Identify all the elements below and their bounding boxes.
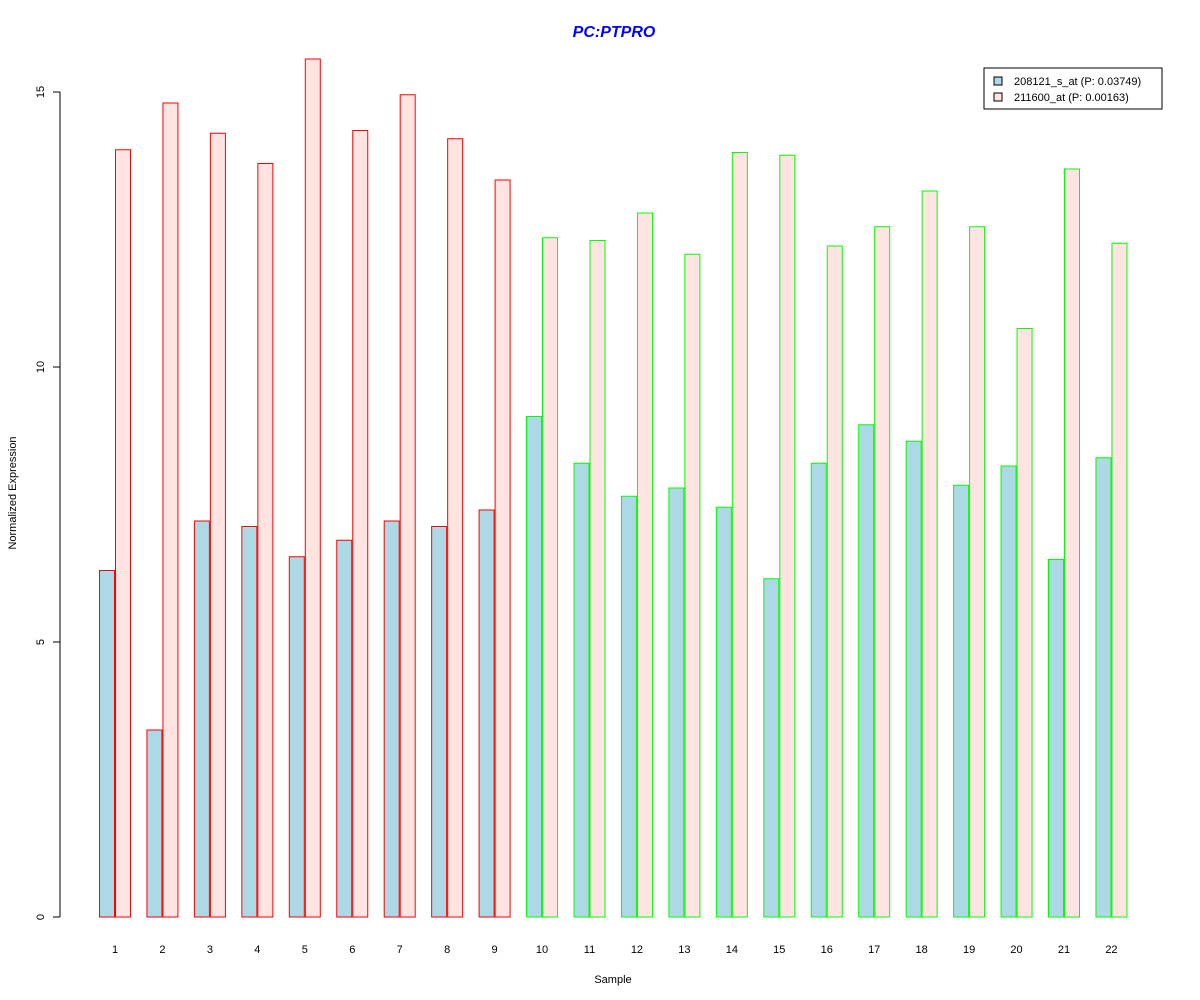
bar-series2-sample-19 — [969, 226, 986, 918]
x-tick-label: 18 — [916, 944, 928, 956]
bars-group — [99, 58, 1128, 918]
x-tick-label: 21 — [1058, 944, 1070, 956]
bar-series1-sample-14 — [715, 506, 732, 918]
bar-series2-sample-10 — [542, 237, 559, 918]
x-tick-label: 8 — [444, 944, 450, 956]
y-tick-label: 5 — [35, 639, 47, 645]
legend-swatch — [993, 76, 1003, 86]
bar-series1-sample-18 — [905, 440, 922, 918]
bar-series1-sample-9 — [478, 509, 495, 918]
bar-series1-sample-12 — [620, 495, 637, 918]
bar-series1-sample-3 — [193, 520, 210, 918]
x-tick-label: 3 — [207, 944, 213, 956]
x-tick-label: 16 — [821, 944, 833, 956]
x-tick-label: 14 — [726, 944, 738, 956]
legend: 208121_s_at (P: 0.03749) 211600_at (P: 0.… — [983, 67, 1163, 110]
bar-series1-sample-10 — [526, 416, 543, 918]
x-tick-label: 2 — [159, 944, 165, 956]
bar-series2-sample-4 — [257, 163, 274, 918]
bar-series2-sample-14 — [731, 152, 748, 918]
x-tick-label: 4 — [254, 944, 260, 956]
x-tick-label: 19 — [963, 944, 975, 956]
bar-series1-sample-1 — [99, 570, 115, 918]
bar-series1-sample-4 — [241, 526, 258, 918]
x-tick-label: 11 — [584, 944, 595, 956]
y-tick-label: 0 — [35, 914, 47, 920]
x-tick-label: 10 — [536, 944, 548, 956]
x-tick-label: 20 — [1010, 944, 1022, 956]
bar-series2-sample-12 — [636, 212, 653, 918]
x-tick-label: 22 — [1105, 944, 1117, 956]
bar-series1-sample-13 — [668, 487, 685, 918]
bar-series1-sample-7 — [383, 520, 400, 918]
legend-swatch — [993, 92, 1003, 102]
bar-series1-sample-2 — [146, 729, 163, 918]
bar-series2-sample-18 — [921, 190, 938, 918]
bar-series2-sample-5 — [304, 58, 321, 918]
x-tick-label: 1 — [112, 944, 118, 956]
chart-title: PC:PTPRO — [573, 24, 656, 41]
bar-series1-sample-11 — [573, 462, 590, 918]
y-axis: 0 5 10 15 — [35, 86, 61, 920]
x-tick-label: 5 — [302, 944, 308, 956]
bar-series1-sample-20 — [1000, 465, 1017, 918]
x-tick-label: 6 — [349, 944, 355, 956]
bar-series2-sample-20 — [1016, 328, 1033, 918]
bar-series2-sample-17 — [874, 226, 891, 918]
bar-series2-sample-7 — [399, 94, 416, 918]
x-tick-label: 7 — [397, 944, 403, 956]
bar-series1-sample-16 — [810, 462, 827, 918]
y-tick-label: 10 — [35, 361, 47, 373]
legend-label: 211600_at (P: 0.00163) — [1014, 92, 1129, 104]
bar-series2-sample-3 — [209, 132, 226, 918]
bar-series2-sample-22 — [1111, 242, 1128, 918]
x-tick-labels: 1 2 3 4 5 6 7 8 9 10 11 12 13 14 15 16 17 18 19 20 21 22 — [112, 944, 1118, 956]
x-tick-label: 12 — [631, 944, 643, 956]
bar-series2-sample-1 — [115, 149, 131, 918]
bar-series2-sample-16 — [826, 245, 843, 918]
x-tick-label: 9 — [492, 944, 498, 956]
bar-series2-sample-6 — [352, 130, 369, 918]
x-tick-label: 17 — [868, 944, 880, 956]
y-tick-label: 15 — [35, 86, 47, 98]
bar-series2-sample-2 — [162, 102, 179, 918]
bar-series2-sample-15 — [779, 154, 796, 918]
legend-label: 208121_s_at (P: 0.03749) — [1014, 76, 1141, 88]
bar-series1-sample-17 — [858, 424, 875, 918]
bar-series2-sample-8 — [447, 138, 464, 918]
y-axis-label: Normalized Expression — [7, 436, 19, 549]
bar-series1-sample-5 — [288, 556, 305, 918]
x-tick-label: 15 — [773, 944, 785, 956]
x-tick-label: 13 — [678, 944, 690, 956]
bar-series1-sample-8 — [431, 526, 448, 918]
bar-series1-sample-19 — [953, 484, 970, 918]
bar-series1-sample-22 — [1095, 457, 1112, 918]
legend-box — [983, 67, 1163, 110]
x-axis-label: Sample — [594, 974, 631, 986]
bar-series2-sample-13 — [684, 253, 701, 918]
bar-series2-sample-9 — [494, 179, 511, 918]
bar-series1-sample-6 — [336, 539, 353, 918]
bar-series2-sample-21 — [1064, 168, 1080, 918]
bar-series2-sample-11 — [589, 240, 606, 918]
bar-series1-sample-15 — [763, 578, 780, 918]
bar-series1-sample-21 — [1048, 559, 1064, 918]
